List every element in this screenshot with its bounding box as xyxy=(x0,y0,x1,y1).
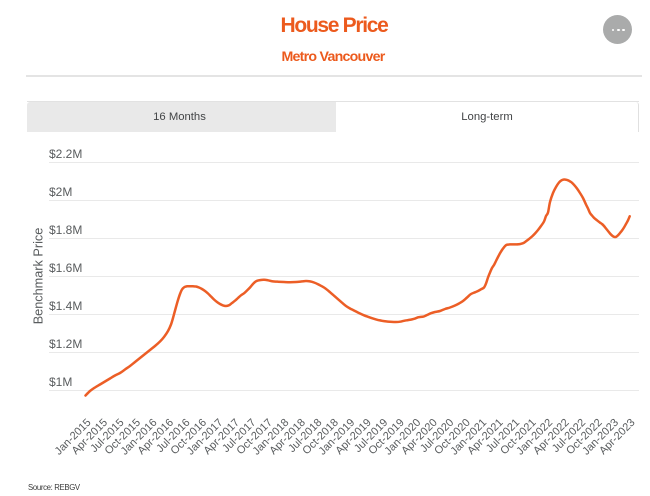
svg-text:$1.6M: $1.6M xyxy=(49,261,82,275)
svg-text:Benchmark Price: Benchmark Price xyxy=(32,228,46,325)
svg-text:$1.8M: $1.8M xyxy=(49,223,82,237)
svg-text:$1.4M: $1.4M xyxy=(49,299,82,313)
svg-text:$1.2M: $1.2M xyxy=(49,337,82,351)
svg-text:$2M: $2M xyxy=(49,185,72,199)
svg-text:$2.2M: $2.2M xyxy=(49,147,82,161)
svg-text:$1M: $1M xyxy=(49,375,72,389)
